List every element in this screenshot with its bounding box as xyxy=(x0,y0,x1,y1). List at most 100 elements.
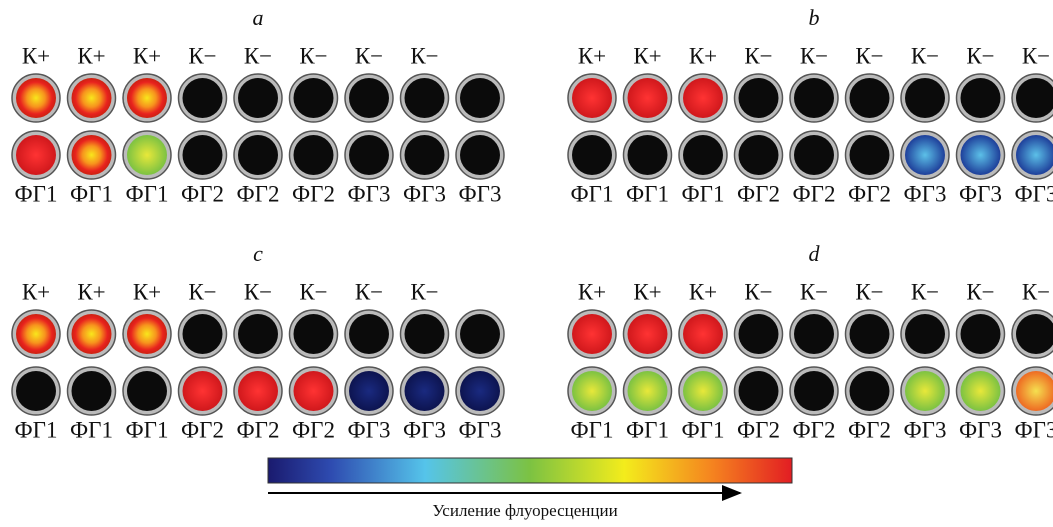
well xyxy=(405,314,445,354)
figure: aК+К+К+К−К−К−К−К−ФГ1ФГ1ФГ1ФГ2ФГ2ФГ2ФГ3ФГ… xyxy=(0,0,1053,522)
well xyxy=(850,314,890,354)
well xyxy=(16,314,56,354)
bottom-label: ФГ2 xyxy=(237,417,280,442)
well xyxy=(794,314,834,354)
well xyxy=(460,78,500,118)
well xyxy=(183,314,223,354)
well xyxy=(72,135,112,175)
well xyxy=(683,371,723,411)
top-label: К+ xyxy=(22,279,50,304)
bottom-label: ФГ3 xyxy=(403,417,446,442)
top-label: К− xyxy=(355,279,383,304)
well xyxy=(850,371,890,411)
top-label: К− xyxy=(966,43,994,68)
bottom-label: ФГ2 xyxy=(292,417,335,442)
bottom-label: ФГ1 xyxy=(682,181,725,206)
bottom-label: ФГ1 xyxy=(626,181,669,206)
bottom-label: ФГ1 xyxy=(571,417,614,442)
well xyxy=(238,78,278,118)
well xyxy=(16,371,56,411)
well xyxy=(460,371,500,411)
bottom-label: ФГ3 xyxy=(459,417,502,442)
bottom-label: ФГ2 xyxy=(848,181,891,206)
well xyxy=(238,314,278,354)
well xyxy=(349,371,389,411)
well xyxy=(238,135,278,175)
well xyxy=(16,78,56,118)
page: aК+К+К+К−К−К−К−К−ФГ1ФГ1ФГ1ФГ2ФГ2ФГ2ФГ3ФГ… xyxy=(0,0,1053,527)
top-label: К+ xyxy=(133,279,161,304)
well xyxy=(905,371,945,411)
well xyxy=(961,314,1001,354)
well xyxy=(739,314,779,354)
bottom-label: ФГ2 xyxy=(181,417,224,442)
well xyxy=(683,135,723,175)
well xyxy=(238,371,278,411)
color-scale xyxy=(268,458,792,483)
top-label: К+ xyxy=(633,43,661,68)
well xyxy=(127,135,167,175)
well xyxy=(628,314,668,354)
well xyxy=(683,78,723,118)
bottom-label: ФГ3 xyxy=(959,181,1002,206)
well xyxy=(572,78,612,118)
top-label: К+ xyxy=(578,279,606,304)
bottom-label: ФГ2 xyxy=(181,181,224,206)
well xyxy=(794,371,834,411)
well xyxy=(794,135,834,175)
well xyxy=(572,371,612,411)
bottom-label: ФГ2 xyxy=(292,181,335,206)
top-label: К− xyxy=(244,279,272,304)
top-label: К− xyxy=(800,279,828,304)
bottom-label: ФГ2 xyxy=(237,181,280,206)
bottom-label: ФГ3 xyxy=(1015,181,1053,206)
well xyxy=(127,78,167,118)
bottom-label: ФГ2 xyxy=(793,181,836,206)
well xyxy=(628,135,668,175)
top-label: К+ xyxy=(22,43,50,68)
well xyxy=(294,314,334,354)
top-label: К− xyxy=(299,279,327,304)
well xyxy=(127,371,167,411)
scale-caption: Усиление флуоресценции xyxy=(432,501,617,520)
bottom-label: ФГ3 xyxy=(1015,417,1053,442)
bottom-label: ФГ3 xyxy=(459,181,502,206)
top-label: К+ xyxy=(77,43,105,68)
top-label: К− xyxy=(355,43,383,68)
bottom-label: ФГ2 xyxy=(793,417,836,442)
well xyxy=(405,135,445,175)
well xyxy=(794,78,834,118)
top-label: К− xyxy=(410,43,438,68)
bottom-label: ФГ3 xyxy=(904,181,947,206)
well xyxy=(628,78,668,118)
top-label: К+ xyxy=(133,43,161,68)
well xyxy=(572,135,612,175)
panel-letter: b xyxy=(809,5,820,30)
well xyxy=(294,78,334,118)
top-label: К− xyxy=(1022,279,1050,304)
bottom-label: ФГ1 xyxy=(682,417,725,442)
panel-letter: c xyxy=(253,241,263,266)
bottom-label: ФГ2 xyxy=(848,417,891,442)
bottom-label: ФГ1 xyxy=(626,417,669,442)
well xyxy=(460,135,500,175)
top-label: К+ xyxy=(578,43,606,68)
bottom-label: ФГ2 xyxy=(737,417,780,442)
top-label: К− xyxy=(244,43,272,68)
top-label: К− xyxy=(855,43,883,68)
bottom-label: ФГ3 xyxy=(904,417,947,442)
panel-letter: d xyxy=(809,241,821,266)
bottom-label: ФГ3 xyxy=(348,181,391,206)
well xyxy=(961,78,1001,118)
top-label: К− xyxy=(911,279,939,304)
top-label: К− xyxy=(299,43,327,68)
bottom-label: ФГ3 xyxy=(403,181,446,206)
top-label: К− xyxy=(188,279,216,304)
top-label: К− xyxy=(800,43,828,68)
well xyxy=(183,371,223,411)
well xyxy=(183,135,223,175)
top-label: К− xyxy=(744,43,772,68)
bottom-label: ФГ1 xyxy=(15,181,58,206)
well xyxy=(850,135,890,175)
